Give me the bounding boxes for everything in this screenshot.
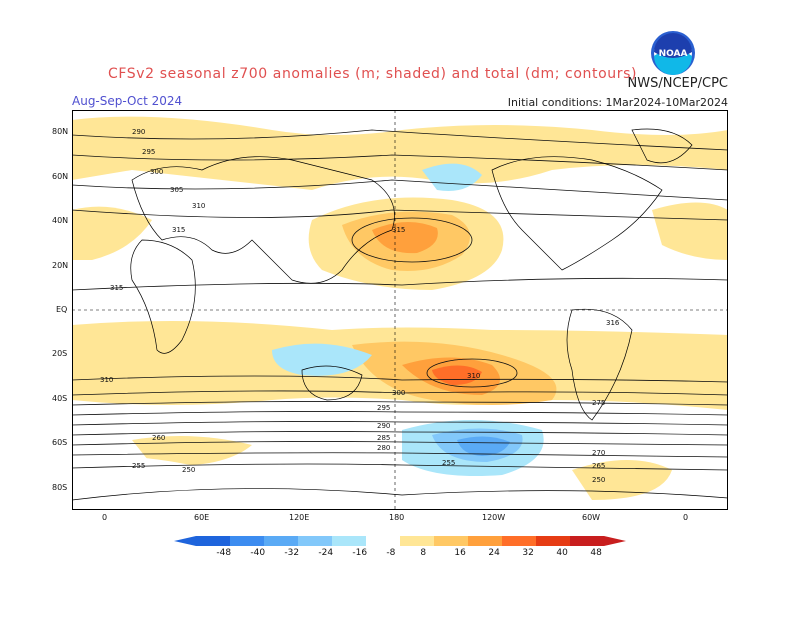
contour-label: 315 <box>172 226 185 234</box>
contour-label: 305 <box>170 186 183 194</box>
colorbar-tick-label: 40 <box>556 548 568 558</box>
colorbar-swatch <box>502 536 536 546</box>
colorbar-swatch <box>570 536 604 546</box>
colorbar-tick-label: -24 <box>318 548 334 558</box>
map-title: CFSv2 seasonal z700 anomalies (m; shaded… <box>108 66 638 82</box>
colorbar-swatch <box>468 536 502 546</box>
contour-label: 260 <box>152 434 165 442</box>
negative-anomaly-shading <box>72 163 544 510</box>
colorbar-swatch <box>400 536 434 546</box>
contour-label: 290 <box>132 128 145 136</box>
height-contours <box>72 129 728 471</box>
map-frame <box>72 110 728 510</box>
lon-label: 60W <box>582 513 601 522</box>
colorbar-swatch <box>434 536 468 546</box>
colorbar-tick-label: 48 <box>590 548 602 558</box>
lat-label: 40N <box>52 216 69 225</box>
noaa-logo: NOAA <box>651 31 695 75</box>
colorbar-tick-label: -16 <box>352 548 368 558</box>
colorbar-arrow-right <box>604 536 626 546</box>
contour-label: 275 <box>592 399 605 407</box>
colorbar-swatch <box>264 536 298 546</box>
contour-label: 310 <box>100 376 113 384</box>
initial-conditions-label: Initial conditions: 1Mar2024-10Mar2024 <box>507 96 728 109</box>
contour-label-group: 290 295 300 305 310 315 315 315 310 316 … <box>100 128 620 484</box>
colorbar-arrow-left <box>174 536 196 546</box>
colorbar-tick-label: -32 <box>284 548 300 558</box>
anomaly-map: 290 295 300 305 310 315 315 315 310 316 … <box>72 110 728 510</box>
lat-label: 80N <box>52 127 69 136</box>
contour-label: 295 <box>142 148 155 156</box>
lon-label: 120E <box>289 513 310 522</box>
contour-label: 255 <box>132 462 145 470</box>
colorbar-tick-label: 32 <box>522 548 534 558</box>
agency-label: NWS/NCEP/CPC <box>627 76 728 91</box>
colorbar-tick-label: 24 <box>488 548 500 558</box>
lon-label: 0 <box>683 513 689 522</box>
contour-label: 265 <box>592 462 605 470</box>
contour-label: 270 <box>592 449 605 457</box>
contour-label: 310 <box>467 372 480 380</box>
contour-label: 300 <box>150 168 163 176</box>
lon-label: 60E <box>194 513 210 522</box>
colorbar <box>174 536 626 546</box>
contour-label: 250 <box>182 466 195 474</box>
svg-text:NOAA: NOAA <box>659 49 688 59</box>
colorbar-swatch <box>536 536 570 546</box>
colorbar-tick-label: 8 <box>420 548 427 558</box>
lat-label: 40S <box>52 394 68 403</box>
lat-label: 80S <box>52 483 68 492</box>
colorbar-tick-label: 16 <box>454 548 466 558</box>
colorbar-swatch <box>196 536 230 546</box>
continent-outlines <box>72 128 728 501</box>
contour-label: 295 <box>377 404 390 412</box>
lat-label: 60S <box>52 438 68 447</box>
contour-label: 280 <box>377 444 390 452</box>
lat-label: 20N <box>52 261 69 270</box>
contour-label: 316 <box>606 319 620 327</box>
colorbar-tick-label: -48 <box>216 548 232 558</box>
colorbar-swatch <box>366 536 400 546</box>
colorbar-swatch <box>230 536 264 546</box>
lon-label: 0 <box>102 513 108 522</box>
contour-label: 310 <box>192 202 205 210</box>
colorbar-swatch <box>332 536 366 546</box>
positive-anomaly-shading <box>72 116 728 500</box>
contour-label: 255 <box>442 459 455 467</box>
lon-label: 180 <box>389 513 405 522</box>
contour-label: 250 <box>592 476 605 484</box>
lat-label: EQ <box>56 305 68 314</box>
contour-label: 315 <box>110 284 123 292</box>
lat-label: 20S <box>52 349 68 358</box>
season-label: Aug-Sep-Oct 2024 <box>72 94 183 108</box>
colorbar-tick-label: -8 <box>386 548 396 558</box>
contour-label: 315 <box>392 226 405 234</box>
contour-label: 290 <box>377 422 390 430</box>
lat-label: 60N <box>52 172 69 181</box>
contour-label: 300 <box>392 389 405 397</box>
map-gridlines <box>72 110 728 510</box>
colorbar-tick-label: -40 <box>250 548 266 558</box>
colorbar-swatch <box>298 536 332 546</box>
lon-label: 120W <box>482 513 506 522</box>
contour-label: 285 <box>377 434 390 442</box>
